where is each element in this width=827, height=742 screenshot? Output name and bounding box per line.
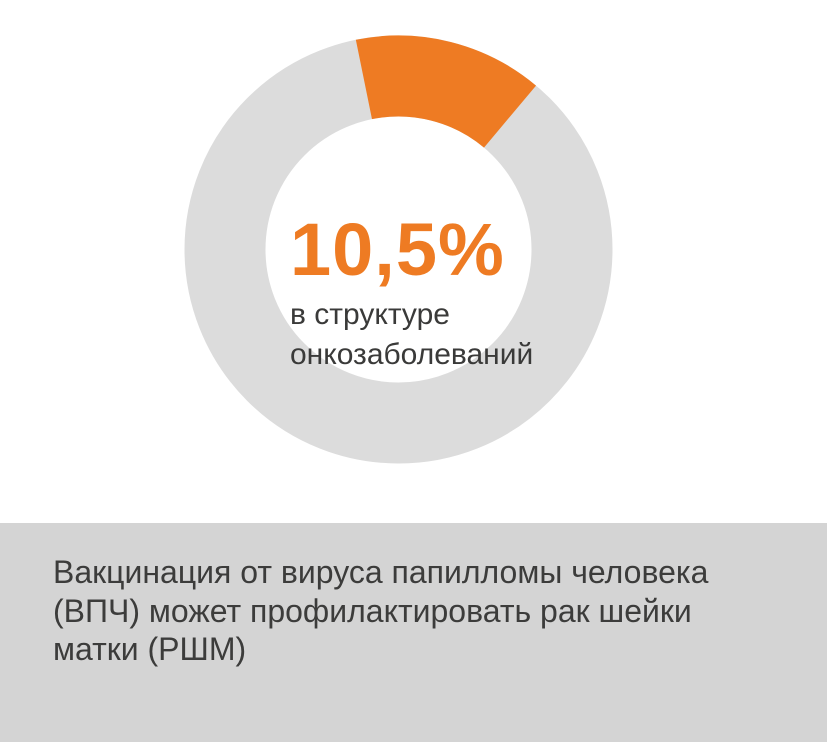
donut-center-caption-line-1: в структуре bbox=[290, 298, 450, 331]
caption-line-1: Вакцинация от вируса папилломы человека bbox=[53, 554, 709, 590]
donut-center-caption-line-2: онкозаболеваний bbox=[290, 338, 534, 371]
caption-bar: Вакцинация от вируса папилломы человека … bbox=[0, 523, 827, 742]
caption-line-2: (ВПЧ) может профилактировать рак шейки bbox=[53, 592, 692, 629]
donut-center-value: 10,5% bbox=[290, 208, 505, 291]
donut-chart: 10,5% в структуре онкозаболеваний bbox=[184, 35, 613, 464]
caption-line-3: матки (РШМ) bbox=[53, 631, 247, 667]
donut-chart-svg bbox=[184, 35, 613, 464]
donut-center-caption: в структуре онкозаболеваний bbox=[290, 295, 550, 375]
donut-center-label: 10,5% в структуре онкозаболеваний bbox=[290, 213, 550, 375]
donut-segment-highlight bbox=[355, 35, 537, 149]
